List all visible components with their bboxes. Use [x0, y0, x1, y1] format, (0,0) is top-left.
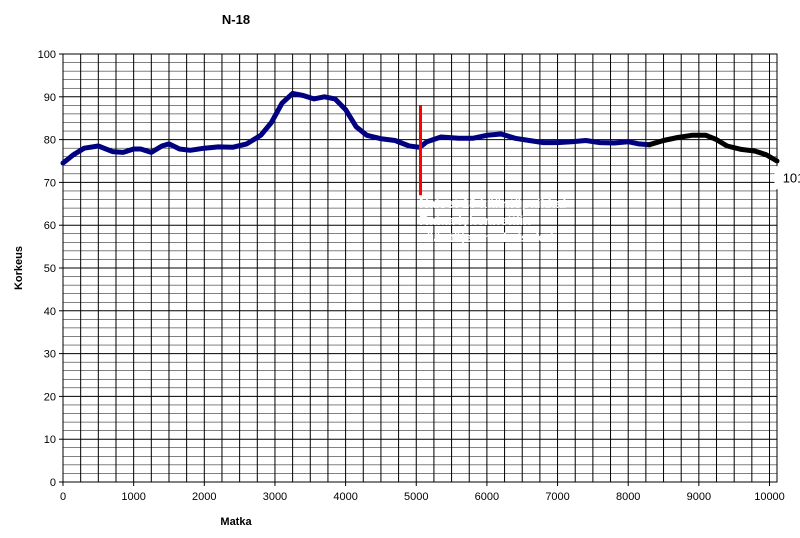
y-axis-label: Korkeus [13, 246, 25, 290]
callout-box [774, 166, 800, 190]
y-tick-label: 10 [44, 434, 56, 446]
turnaround-annotation: Naiset 18 kääntöpaikka! Rataa lyhennettii… [419, 196, 566, 245]
chart-title: N-18 [222, 12, 250, 27]
elevation-line-finish [646, 132, 780, 164]
x-tick-label: 9000 [687, 491, 711, 503]
annotation-line: Naiset 18 kääntöpaikka! [419, 196, 566, 211]
x-axis-ticks: 0 1000 2000 3000 4000 5000 6000 7000 8000 9000 100… [60, 482, 785, 503]
annotation-line: sääntöjen mukaiseksi. [419, 230, 557, 245]
y-tick-label: 20 [44, 391, 56, 403]
x-tick-label: 6000 [475, 491, 499, 503]
series-lines [60, 90, 780, 166]
x-tick-label: 5000 [404, 491, 428, 503]
y-tick-label: 60 [44, 220, 56, 232]
distance-callout: 10106 m [774, 166, 800, 190]
x-tick-label: 0 [60, 491, 66, 503]
y-tick-label: 90 [44, 92, 56, 104]
y-tick-label: 40 [44, 306, 56, 318]
y-tick-label: 100 [38, 49, 56, 61]
x-tick-label: 1000 [121, 491, 145, 503]
y-tick-label: 30 [44, 349, 56, 361]
end-distance-label: 10106 m [783, 171, 800, 186]
elevation-line-main [60, 90, 652, 166]
x-tick-label: 3000 [263, 491, 287, 503]
x-tick-label: 8000 [616, 491, 640, 503]
x-tick-label: 10000 [754, 491, 785, 503]
y-tick-label: 70 [44, 177, 56, 189]
x-tick-label: 7000 [545, 491, 569, 503]
y-tick-label: 50 [44, 263, 56, 275]
y-tick-label: 80 [44, 135, 56, 147]
x-axis-label: Matka [220, 516, 252, 528]
x-tick-label: 2000 [192, 491, 216, 503]
y-axis-ticks: 0 10 20 30 40 50 60 70 80 90 100 [38, 49, 63, 489]
x-tick-label: 4000 [333, 491, 357, 503]
y-tick-label: 0 [50, 477, 56, 489]
annotation-line: Rataa lyhennettiin [419, 213, 531, 228]
